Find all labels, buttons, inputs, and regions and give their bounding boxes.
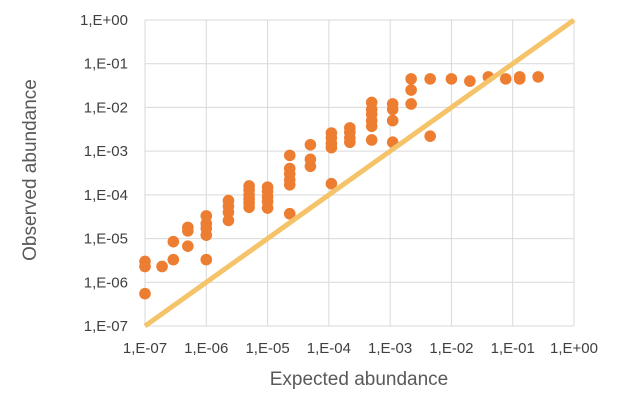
data-point [445, 73, 458, 85]
data-point [532, 71, 544, 83]
data-point [325, 141, 338, 154]
y-axis-ticks: 1,E-07 1,E-06 1,E-05 1,E-04 1,E-03 1,E-02 1,E-… [80, 12, 128, 335]
data-point [365, 120, 378, 133]
y-tick-label: 1,E-06 [84, 274, 128, 291]
data-point [405, 84, 417, 96]
data-point [222, 214, 235, 227]
x-tick-label: 1,E-05 [245, 340, 289, 357]
y-tick-label: 1,E-03 [84, 143, 128, 160]
data-point [200, 253, 213, 266]
data-point [200, 229, 213, 241]
y-tick-label: 1,E-07 [84, 318, 128, 335]
data-point [156, 260, 168, 273]
x-tick-label: 1,E-07 [123, 340, 167, 357]
data-point [365, 134, 378, 146]
y-tick-label: 1,E-05 [84, 231, 128, 248]
data-point [182, 225, 194, 237]
data-point [283, 149, 296, 162]
data-point [405, 73, 417, 85]
data-point [304, 138, 317, 151]
data-point [513, 73, 526, 85]
data-point [424, 73, 436, 85]
y-tick-label: 1,E-01 [84, 56, 128, 73]
x-tick-label: 1,E+00 [550, 340, 598, 357]
x-tick-label: 1,E-04 [307, 340, 351, 357]
data-point [464, 75, 476, 87]
data-point [222, 206, 235, 219]
x-tick-label: 1,E-01 [491, 340, 535, 357]
y-tick-label: 1,E+00 [80, 12, 128, 29]
x-tick-label: 1,E-06 [184, 340, 228, 357]
y-axis-label: Observed abundance [20, 79, 41, 261]
data-point [167, 235, 180, 248]
data-point [243, 201, 255, 214]
data-point [182, 240, 194, 252]
grid [144, 19, 575, 327]
data-point [386, 103, 399, 116]
x-axis-ticks: 1,E-07 1,E-06 1,E-05 1,E-04 1,E-03 1,E-02 1,E-… [123, 340, 598, 357]
data-point [167, 253, 180, 266]
x-tick-label: 1,E-02 [429, 340, 473, 357]
data-point [261, 202, 274, 214]
data-point [304, 160, 317, 173]
data-point [499, 73, 512, 85]
reference-line [143, 17, 576, 329]
data-points [139, 71, 544, 300]
y-tick-label: 1,E-02 [84, 99, 128, 116]
data-point [405, 98, 417, 110]
x-tick-label: 1,E-03 [368, 340, 412, 357]
data-point [283, 207, 296, 220]
data-point [386, 114, 399, 127]
data-point [139, 260, 151, 273]
data-point [424, 130, 436, 142]
data-point [283, 178, 296, 191]
x-axis-label: Expected abundance [270, 369, 449, 390]
data-point [344, 136, 356, 149]
data-point [325, 177, 338, 190]
data-point [139, 287, 151, 300]
y-tick-label: 1,E-04 [84, 187, 128, 204]
